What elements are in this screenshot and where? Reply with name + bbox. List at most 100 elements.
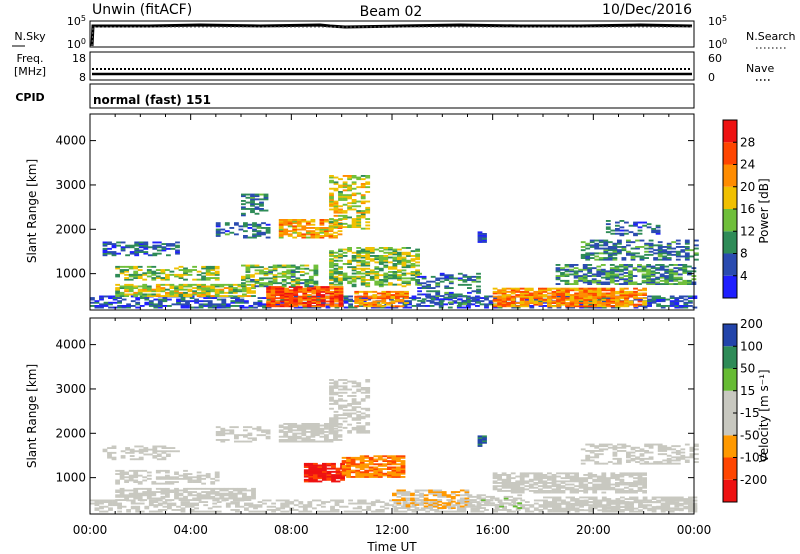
heatmap-cell: [301, 431, 307, 433]
heatmap-cell: [510, 490, 516, 492]
heatmap-cell: [351, 395, 357, 397]
heatmap-cell: [560, 303, 566, 306]
heatmap-cell: [420, 509, 426, 511]
heatmap-cell: [151, 492, 157, 495]
heatmap-cell: [605, 305, 611, 308]
heatmap-cell: [506, 302, 512, 304]
heatmap-cell: [221, 303, 227, 306]
heatmap-cell: [333, 251, 339, 254]
heatmap-cell: [128, 477, 134, 480]
heatmap-cell: [308, 464, 314, 467]
heatmap-cell: [556, 303, 561, 306]
heatmap-cell: [360, 195, 366, 198]
heatmap-cell: [417, 282, 422, 285]
heatmap-cell: [638, 501, 643, 503]
heatmap-cell: [146, 497, 152, 500]
heatmap-cell: [662, 257, 668, 259]
heatmap-cell: [591, 267, 597, 270]
heatmap-cell: [333, 226, 339, 228]
heatmap-cell: [94, 306, 100, 309]
heatmap-cell: [637, 283, 642, 285]
heatmap-cell: [272, 274, 278, 277]
heatmap-cell: [263, 196, 269, 199]
heatmap-cell: [329, 418, 334, 421]
heatmap-cell: [601, 485, 607, 488]
heatmap-cell: [360, 255, 366, 257]
heatmap-cell: [644, 250, 649, 253]
heatmap-cell: [538, 499, 544, 502]
heatmap-cell: [578, 294, 584, 296]
heatmap-cell: [119, 291, 125, 294]
heatmap-cell: [221, 305, 227, 307]
heatmap-cell: [432, 503, 438, 506]
heatmap-cell: [338, 222, 343, 225]
heatmap-cell: [406, 264, 411, 267]
heatmap-cell: [397, 275, 402, 278]
heatmap-cell: [334, 306, 340, 309]
heatmap-cell: [639, 246, 645, 248]
heatmap-cell: [416, 303, 421, 306]
heatmap-cell: [684, 252, 690, 255]
heatmap-cell: [315, 423, 320, 425]
heatmap-cell: [268, 280, 273, 283]
heatmap-cell: [410, 502, 415, 505]
heatmap-cell: [115, 491, 120, 493]
heatmap-cell: [641, 279, 647, 282]
heatmap-cell: [103, 301, 109, 304]
heatmap-cell: [174, 497, 179, 500]
heatmap-cell: [582, 264, 588, 266]
heatmap-cell: [196, 291, 202, 294]
heatmap-cell: [347, 216, 352, 219]
heatmap-cell: [156, 252, 162, 255]
heatmap-cell: [497, 488, 502, 491]
heatmap-cell: [392, 492, 397, 495]
heatmap-cell: [160, 469, 166, 472]
heatmap-cell: [265, 223, 271, 226]
heatmap-cell: [646, 279, 651, 282]
heatmap-cell: [129, 458, 135, 461]
heatmap-cell: [508, 503, 514, 506]
heatmap-cell: [119, 476, 125, 479]
heatmap-cell: [338, 178, 343, 181]
heatmap-cell: [306, 294, 312, 296]
heatmap-cell: [165, 474, 170, 477]
heatmap-cell: [615, 228, 620, 230]
heatmap-cell: [169, 293, 175, 296]
heatmap-cell: [623, 281, 629, 284]
heatmap-cell: [265, 236, 271, 239]
heatmap-cell: [669, 300, 675, 303]
heatmap-cell: [135, 306, 141, 309]
heatmap-cell: [395, 298, 400, 301]
heatmap-cell: [612, 252, 618, 255]
heatmap-cell: [551, 491, 557, 494]
heatmap-cell: [594, 252, 600, 255]
heatmap-cell: [333, 269, 339, 272]
heatmap-cell: [329, 221, 334, 224]
heatmap-cell: [356, 216, 362, 219]
heatmap-cell: [302, 306, 308, 309]
heatmap-cell: [360, 248, 366, 251]
heatmap-cell: [301, 427, 307, 430]
heatmap-cell: [281, 285, 287, 288]
heatmap-cell: [673, 279, 679, 282]
heatmap-cell: [304, 279, 310, 281]
colorbar-swatch: [723, 186, 737, 209]
heatmap-cell: [299, 274, 305, 277]
heatmap-cell: [630, 257, 636, 259]
heatmap-cell: [678, 297, 684, 299]
heatmap-cell: [174, 481, 179, 483]
heatmap-cell: [400, 455, 406, 458]
heatmap-cell: [524, 298, 530, 301]
heatmap-cell: [342, 399, 348, 402]
heatmap-cell: [585, 257, 591, 259]
heatmap-cell: [623, 278, 629, 281]
heatmap-cell: [346, 458, 351, 461]
heatmap-cell: [205, 487, 211, 490]
heatmap-cell: [90, 502, 95, 505]
heatmap-cell: [133, 481, 139, 483]
heatmap-cell: [134, 249, 140, 252]
heatmap-cell: [569, 298, 575, 301]
heatmap-cell: [655, 283, 660, 285]
heatmap-cell: [524, 474, 530, 476]
heatmap-cell: [515, 290, 521, 293]
